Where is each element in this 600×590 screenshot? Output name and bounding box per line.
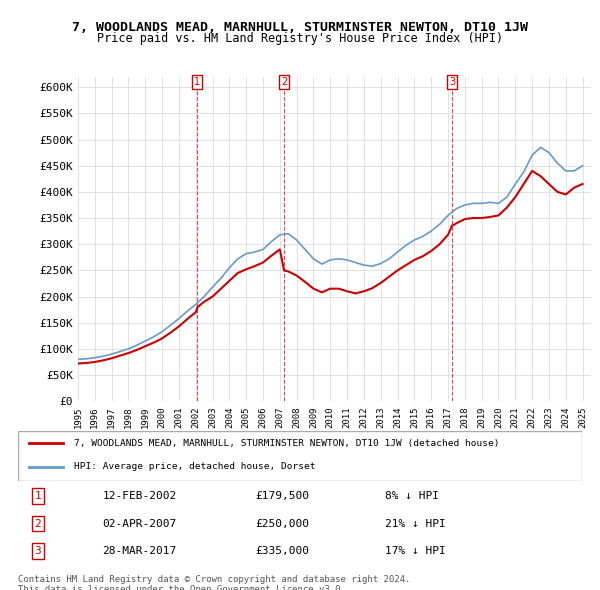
Text: 17% ↓ HPI: 17% ↓ HPI bbox=[385, 546, 445, 556]
Text: 1: 1 bbox=[34, 491, 41, 502]
Text: 21% ↓ HPI: 21% ↓ HPI bbox=[385, 519, 445, 529]
Text: £335,000: £335,000 bbox=[255, 546, 309, 556]
Text: £250,000: £250,000 bbox=[255, 519, 309, 529]
Text: Price paid vs. HM Land Registry's House Price Index (HPI): Price paid vs. HM Land Registry's House … bbox=[97, 32, 503, 45]
Text: £179,500: £179,500 bbox=[255, 491, 309, 502]
Text: This data is licensed under the Open Government Licence v3.0.: This data is licensed under the Open Gov… bbox=[18, 585, 346, 590]
Text: 12-FEB-2002: 12-FEB-2002 bbox=[103, 491, 177, 502]
Text: 3: 3 bbox=[449, 77, 455, 87]
Text: 28-MAR-2017: 28-MAR-2017 bbox=[103, 546, 177, 556]
Text: 7, WOODLANDS MEAD, MARNHULL, STURMINSTER NEWTON, DT10 1JW (detached house): 7, WOODLANDS MEAD, MARNHULL, STURMINSTER… bbox=[74, 439, 500, 448]
Text: 2: 2 bbox=[281, 77, 287, 87]
Text: 7, WOODLANDS MEAD, MARNHULL, STURMINSTER NEWTON, DT10 1JW: 7, WOODLANDS MEAD, MARNHULL, STURMINSTER… bbox=[72, 21, 528, 34]
Text: 2: 2 bbox=[34, 519, 41, 529]
Text: HPI: Average price, detached house, Dorset: HPI: Average price, detached house, Dors… bbox=[74, 463, 316, 471]
Text: Contains HM Land Registry data © Crown copyright and database right 2024.: Contains HM Land Registry data © Crown c… bbox=[18, 575, 410, 584]
Text: 1: 1 bbox=[194, 77, 200, 87]
Text: 8% ↓ HPI: 8% ↓ HPI bbox=[385, 491, 439, 502]
Text: 3: 3 bbox=[34, 546, 41, 556]
Text: 02-APR-2007: 02-APR-2007 bbox=[103, 519, 177, 529]
FancyBboxPatch shape bbox=[18, 431, 582, 481]
